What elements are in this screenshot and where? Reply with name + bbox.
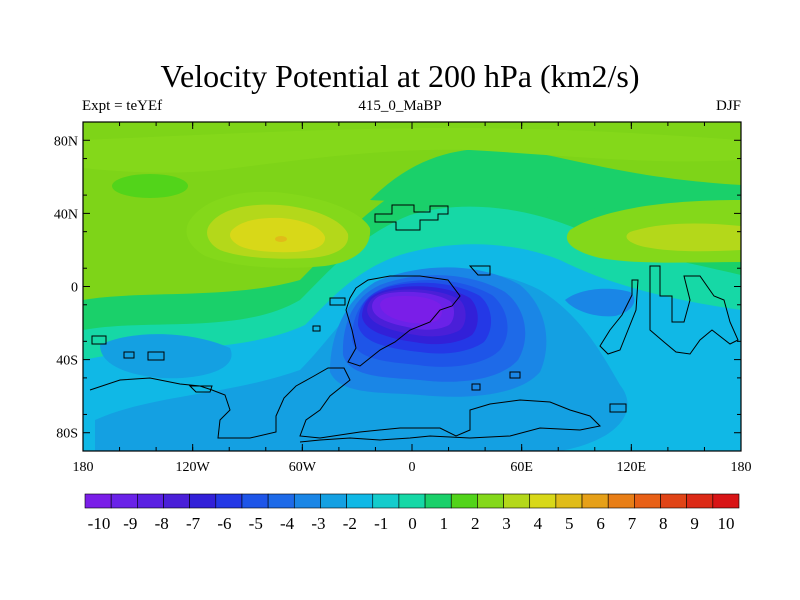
- x-tick-label: 180: [731, 460, 752, 475]
- season-label: DJF: [715, 98, 741, 114]
- colorbar-label: 2: [471, 514, 480, 533]
- colorbar-box: [346, 493, 374, 509]
- landmass-south: [89, 367, 602, 443]
- x-tick-label: 60W: [289, 460, 317, 475]
- colorbar-label: -3: [311, 514, 325, 533]
- colorbar-box: [424, 493, 452, 509]
- chart-title: Velocity Potential at 200 hPa (km2/s): [160, 58, 640, 94]
- colorbar-box: [267, 493, 295, 509]
- colorbar-label: -1: [374, 514, 388, 533]
- y-tick-label: 80N: [54, 134, 78, 149]
- colorbar-label: -4: [280, 514, 295, 533]
- colorbar-label: -5: [249, 514, 263, 533]
- contour-level-3c: [112, 174, 188, 198]
- contour-level-3d: [83, 128, 741, 173]
- colorbar-box: [660, 493, 687, 509]
- experiment-label: Expt = teYEf: [82, 98, 163, 114]
- contour-level-m3b: [565, 288, 635, 317]
- colorbar-box: [607, 493, 635, 509]
- continent-outlines: [89, 204, 739, 443]
- colorbar-box: [110, 493, 138, 509]
- axes: 180 120W 60W 0 60E 120E 180 80N 40N 0 40S 80S: [54, 121, 752, 475]
- y-tick-label: 0: [71, 281, 78, 296]
- landmass-north: [374, 204, 449, 231]
- colorbar-label: 9: [690, 514, 699, 533]
- colorbar-box: [634, 493, 661, 509]
- x-tick-label: 180: [73, 460, 94, 475]
- contour-level-6a: [275, 236, 287, 242]
- colorbar-label: 5: [565, 514, 574, 533]
- landmass-east-2: [649, 265, 739, 355]
- contour-level-4b: [626, 223, 741, 252]
- colorbar-box: [293, 493, 321, 509]
- colorbar-label: -10: [88, 514, 111, 533]
- colorbar-box: [137, 493, 164, 509]
- landmass-east: [599, 279, 639, 355]
- colorbar-label: 8: [659, 514, 668, 533]
- y-tick-label: 40N: [54, 207, 78, 222]
- colorbar-label: 10: [718, 514, 735, 533]
- period-label: 415_0_MaBP: [358, 98, 442, 114]
- colorbar-box: [686, 493, 714, 509]
- contour-level-5a: [230, 217, 326, 253]
- y-tick-label: 80S: [56, 427, 78, 442]
- landmass-islands: [312, 265, 491, 332]
- colorbar-box: [581, 493, 609, 509]
- colorbar-box: [320, 493, 347, 509]
- y-tick-label: 40S: [56, 354, 78, 369]
- x-tick-label: 0: [409, 460, 416, 475]
- x-tick-label: 120E: [617, 460, 647, 475]
- colorbar-box: [189, 493, 217, 509]
- landmass-south-2: [188, 371, 627, 413]
- colorbar-label: -8: [155, 514, 169, 533]
- colorbar-box: [477, 493, 504, 509]
- colorbar-label: -7: [186, 514, 201, 533]
- colorbar-label: -9: [123, 514, 137, 533]
- landmass-central: [345, 275, 461, 367]
- contour-field: [83, 122, 741, 451]
- colorbar-box: [215, 493, 243, 509]
- colorbar-box: [398, 493, 426, 509]
- colorbar-label: 0: [408, 514, 417, 533]
- colorbar-box: [529, 493, 557, 509]
- contour-level-m10: [380, 296, 443, 324]
- colorbar-box: [712, 493, 740, 509]
- colorbar-box: [555, 493, 583, 509]
- contour-level-m2b: [100, 334, 232, 379]
- colorbar-label: 1: [440, 514, 449, 533]
- colorbar-box: [84, 493, 112, 509]
- colorbar-box: [450, 493, 478, 509]
- colorbar-label: 3: [502, 514, 511, 533]
- colorbar-label: -6: [217, 514, 231, 533]
- colorbar-box: [503, 493, 531, 509]
- colorbar-box: [241, 493, 269, 509]
- colorbar: -10 -9 -8 -7 -6 -5 -4 -3 -2 -1 0 1 2 3 4 5 6 7 8 9 10: [84, 493, 740, 533]
- landmass-west-islands: [91, 335, 165, 361]
- colorbar-label: 7: [628, 514, 637, 533]
- x-tick-label: 60E: [510, 460, 533, 475]
- x-tick-label: 120W: [176, 460, 211, 475]
- colorbar-label: 4: [534, 514, 543, 533]
- colorbar-label: 6: [596, 514, 605, 533]
- colorbar-box: [163, 493, 190, 509]
- colorbar-label: -2: [343, 514, 357, 533]
- colorbar-box: [372, 493, 400, 509]
